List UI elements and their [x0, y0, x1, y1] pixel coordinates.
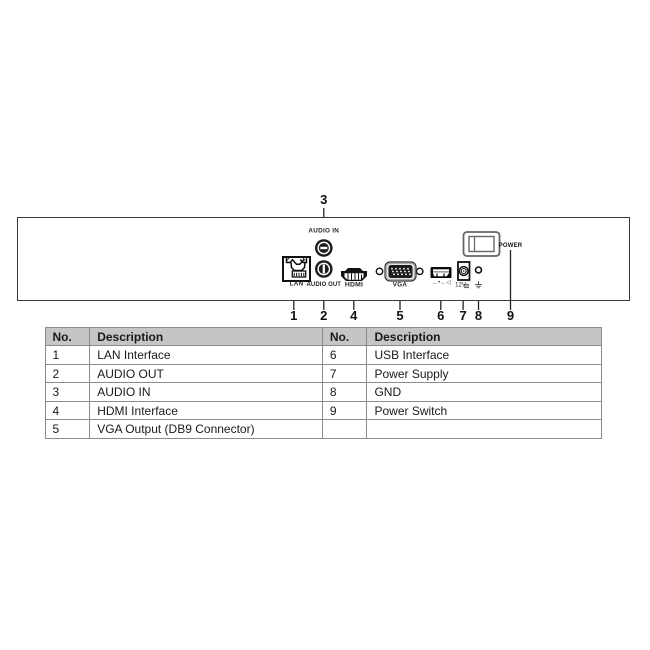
svg-text:9: 9 [507, 308, 514, 323]
svg-text:2: 2 [320, 308, 327, 323]
svg-text:7: 7 [459, 308, 466, 323]
svg-text:8: 8 [475, 308, 482, 323]
svg-text:←•←◁: ←•←◁ [432, 280, 451, 286]
svg-text:POWER: POWER [499, 243, 523, 249]
svg-text:5: 5 [396, 308, 403, 323]
svg-text:AUDIO OUT: AUDIO OUT [307, 282, 342, 288]
svg-text:3: 3 [320, 192, 327, 207]
svg-text:LAN: LAN [290, 281, 304, 288]
svg-text:HDMI: HDMI [345, 282, 363, 289]
svg-text:AUDIO IN: AUDIO IN [308, 228, 339, 235]
svg-text:6: 6 [437, 308, 444, 323]
svg-text:VGA: VGA [393, 282, 408, 289]
svg-text:4: 4 [350, 308, 358, 323]
svg-text:1: 1 [290, 308, 297, 323]
